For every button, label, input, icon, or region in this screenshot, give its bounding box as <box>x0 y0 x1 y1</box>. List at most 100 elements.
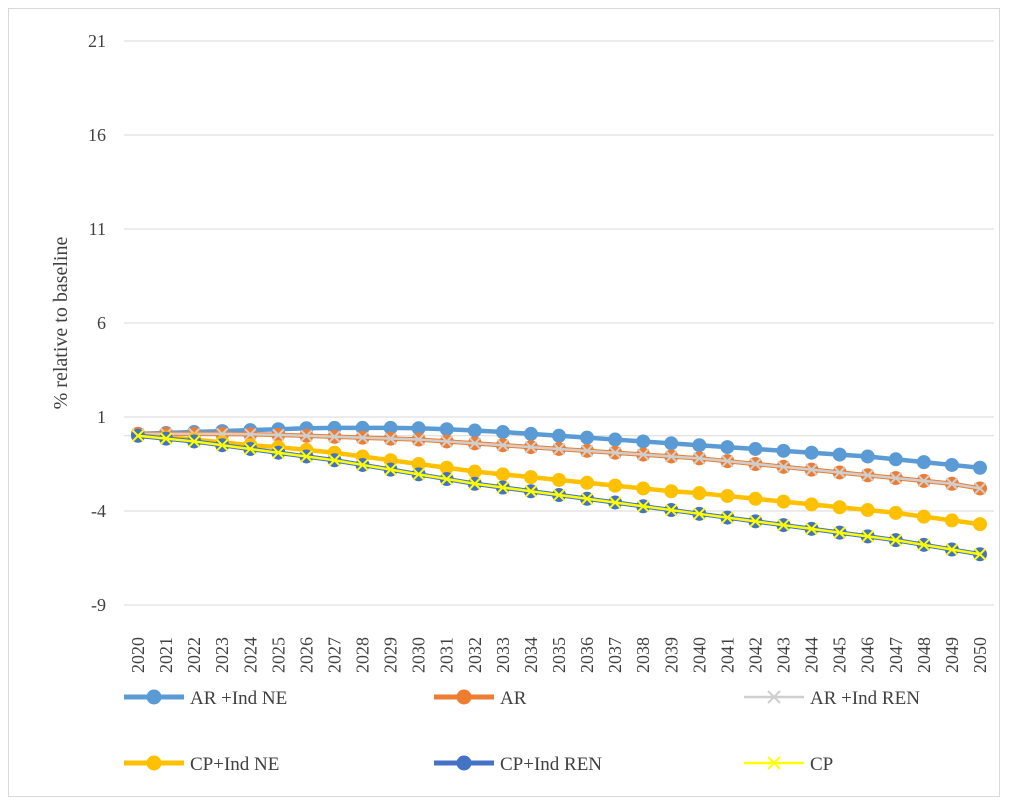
legend-label: CP+Ind REN <box>500 754 602 775</box>
x-tick-label: 2034 <box>521 637 541 673</box>
data-point <box>272 428 285 442</box>
data-point <box>917 474 931 488</box>
data-point <box>524 440 538 454</box>
data-point <box>552 488 566 502</box>
data-point <box>636 434 651 449</box>
data-point <box>412 433 425 446</box>
data-point <box>524 485 538 498</box>
legend-item: AR <box>434 688 527 709</box>
data-point <box>467 423 482 438</box>
data-point <box>861 530 874 543</box>
data-point <box>468 437 482 450</box>
x-tick-label: 2027 <box>324 637 344 673</box>
series-2 <box>131 427 987 495</box>
x-tick-label: 2045 <box>830 637 850 673</box>
x-tick-label: 2039 <box>661 637 681 673</box>
x-tick-label: 2029 <box>381 637 401 673</box>
x-tick-label: 2026 <box>296 637 316 673</box>
data-point <box>608 478 623 493</box>
data-point <box>945 477 959 490</box>
data-point <box>749 457 762 471</box>
data-point <box>749 515 762 528</box>
legend-item: AR +Ind REN <box>744 688 920 709</box>
x-tick-label: 2040 <box>689 637 709 673</box>
data-point <box>665 503 678 517</box>
data-point <box>860 503 875 518</box>
y-tick-label: 11 <box>89 219 106 239</box>
x-tick-label: 2028 <box>353 637 373 673</box>
data-point <box>636 448 650 461</box>
data-point <box>300 429 313 443</box>
data-point <box>356 431 369 444</box>
x-tick-label: 2021 <box>156 637 176 673</box>
data-point <box>776 443 791 458</box>
data-point <box>440 435 453 448</box>
data-point <box>216 438 229 452</box>
legend-label: AR +Ind NE <box>190 688 287 709</box>
legend-label: CP <box>810 754 833 775</box>
data-point <box>300 450 313 463</box>
x-tick-label: 2024 <box>240 637 260 673</box>
legend-swatch-marker <box>146 755 162 771</box>
data-point <box>944 513 959 528</box>
legend-item: AR +Ind NE <box>124 688 287 709</box>
x-tick-label: 2020 <box>128 637 148 673</box>
data-point <box>440 472 453 486</box>
legend-item: CP+Ind REN <box>434 754 602 775</box>
data-point <box>580 492 594 505</box>
data-point <box>917 538 931 552</box>
x-tick-label: 2044 <box>802 637 822 673</box>
y-tick-label: 21 <box>88 31 106 51</box>
legend-swatch-marker <box>767 756 781 770</box>
y-axis-title: % relative to baseline <box>50 237 72 410</box>
data-point <box>805 522 818 536</box>
x-tick-label: 2036 <box>577 637 597 673</box>
x-tick-label: 2025 <box>268 637 288 673</box>
x-tick-label: 2043 <box>774 637 794 673</box>
data-point <box>244 442 257 456</box>
data-point <box>496 481 510 494</box>
data-point <box>328 430 341 443</box>
data-point <box>468 477 482 490</box>
data-point <box>664 484 679 499</box>
x-tick-labels: 2020 2021 2022 2023 2024 2025 2026 2027 2028 2029… <box>128 637 990 673</box>
data-point <box>720 440 735 455</box>
x-tick-label: 2035 <box>549 637 569 673</box>
data-point <box>972 460 987 475</box>
data-point <box>328 454 341 467</box>
data-point <box>552 472 566 487</box>
series-5 <box>131 429 987 561</box>
legend-swatch-marker <box>767 690 781 704</box>
data-point <box>495 467 510 482</box>
data-point <box>721 454 734 468</box>
data-point <box>916 509 931 524</box>
legend-swatch-marker <box>146 689 162 705</box>
legend-swatch-marker <box>456 755 472 771</box>
x-tick-label: 2042 <box>745 637 765 673</box>
y-tick-label: -9 <box>91 595 106 615</box>
data-point <box>608 446 622 459</box>
legend-label: AR +Ind REN <box>810 688 920 709</box>
data-point <box>580 444 594 458</box>
x-tick-label: 2030 <box>409 637 429 673</box>
data-point <box>665 450 678 463</box>
data-point <box>692 438 707 453</box>
y-tick-label: -4 <box>91 501 106 521</box>
data-point <box>496 438 510 452</box>
data-point <box>580 475 595 490</box>
data-point <box>777 460 790 474</box>
data-point <box>889 533 902 547</box>
data-point <box>580 430 595 445</box>
data-point <box>523 426 538 441</box>
data-point <box>945 543 959 556</box>
y-tick-label: 16 <box>88 125 106 145</box>
legend: AR +Ind NE AR AR +Ind REN CP+Ind NE CP+Ind R… <box>124 688 920 775</box>
x-tick-label: 2033 <box>493 637 513 673</box>
data-point <box>804 445 819 460</box>
x-tick-label: 2038 <box>633 637 653 673</box>
data-point <box>860 449 875 464</box>
data-point <box>636 481 651 496</box>
data-point <box>272 446 285 459</box>
